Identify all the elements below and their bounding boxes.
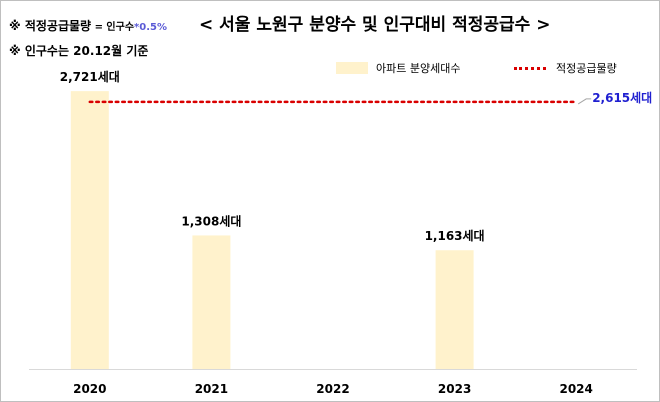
reference-label-leader xyxy=(577,98,592,105)
legend-bar-swatch xyxy=(336,62,368,74)
x-tick-label-2023: 2023 xyxy=(438,382,471,396)
legend-item-line: 적정공급물량 xyxy=(514,60,617,76)
x-tick-label-2022: 2022 xyxy=(316,382,349,396)
formula-note: ※ 적정공급물량 = 인구수*0.5% xyxy=(9,17,167,34)
formula-note-label: ※ 적정공급물량 xyxy=(9,19,92,33)
bar-2020 xyxy=(70,91,109,369)
legend-bar-label: 아파트 분양세대수 xyxy=(376,62,461,75)
plot-area: 2,721세대 2020 1,308세대 2021 2022 1,163세대 2023 202… xyxy=(29,69,652,396)
legend-line-label: 적정공급물량 xyxy=(556,62,617,75)
bar-2023 xyxy=(435,250,474,369)
x-tick-label-2021: 2021 xyxy=(195,382,228,396)
legend-line-swatch xyxy=(514,66,546,70)
formula-note-equals: = 인구수 xyxy=(91,22,135,33)
chart-title: < 서울 노원구 분양수 및 인구대비 적정공급수 > xyxy=(199,15,551,35)
bar-2021 xyxy=(192,235,231,369)
reference-line-label: 2,615세대 xyxy=(592,90,652,105)
formula-note-factor: *0.5% xyxy=(134,22,168,33)
population-basis-note: ※ 인구수는 20.12월 기준 xyxy=(9,44,149,58)
bar-label-2021: 1,308세대 xyxy=(181,213,241,228)
bar-label-2023: 1,163세대 xyxy=(425,228,485,243)
legend-item-bar: 아파트 분양세대수 xyxy=(336,60,460,76)
chart-svg: 2,721세대 2020 1,308세대 2021 2022 1,163세대 2023 202… xyxy=(29,69,652,396)
x-tick-label-2024: 2024 xyxy=(559,382,592,396)
bar-label-2020: 2,721세대 xyxy=(60,69,120,84)
x-tick-label-2020: 2020 xyxy=(73,382,106,396)
